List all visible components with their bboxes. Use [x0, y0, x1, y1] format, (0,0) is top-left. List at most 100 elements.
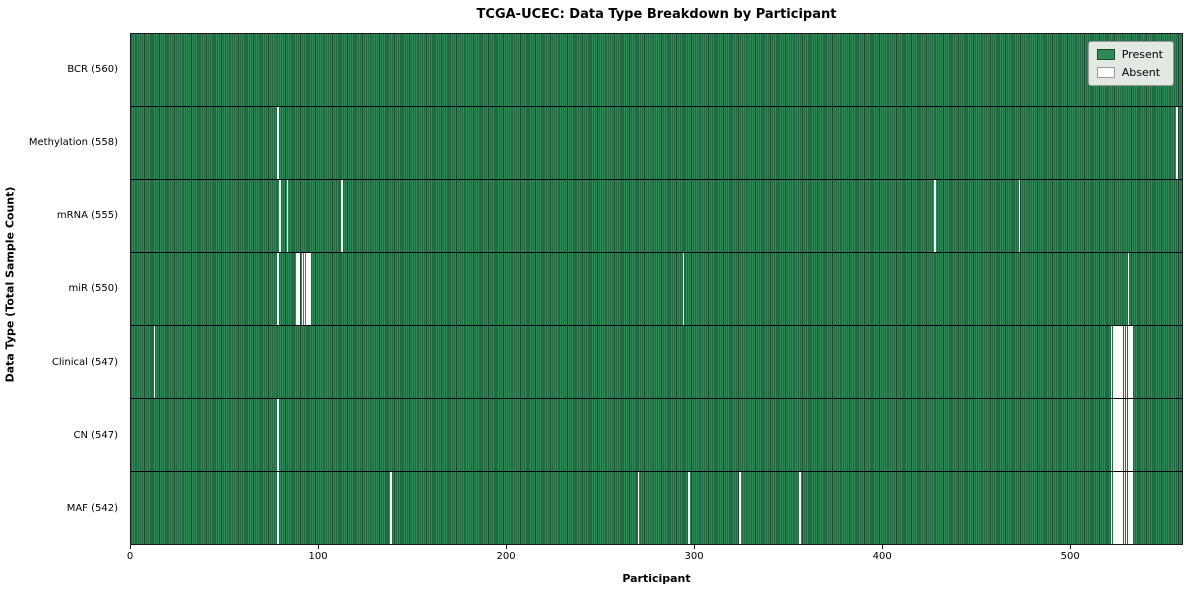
absent-mark	[1127, 399, 1130, 471]
absent-mark	[277, 107, 279, 179]
absent-mark	[305, 253, 308, 325]
absent-mark	[277, 472, 279, 544]
absent-mark	[277, 399, 279, 471]
heatmap-row	[131, 179, 1182, 252]
absent-mark	[1125, 326, 1128, 398]
chart-title: TCGA-UCEC: Data Type Breakdown by Partic…	[476, 7, 837, 22]
absent-mark	[341, 180, 343, 252]
absent-mark	[1118, 326, 1120, 398]
heatmap-row	[131, 471, 1182, 544]
x-tick-label: 0	[126, 551, 134, 562]
heatmap-row	[131, 34, 1182, 106]
absent-mark	[1120, 472, 1122, 544]
absent-mark	[1110, 399, 1113, 471]
legend-item: Absent	[1096, 66, 1163, 79]
absent-mark	[1127, 326, 1130, 398]
absent-mark	[1127, 253, 1130, 325]
absent-mark	[799, 472, 801, 544]
absent-mark	[1116, 399, 1118, 471]
absent-mark	[279, 180, 281, 252]
y-tick-label: MAF (542)	[66, 502, 118, 514]
y-tick-label: Clinical (547)	[51, 356, 118, 368]
absent-mark	[1123, 472, 1126, 544]
absent-mark	[1112, 326, 1115, 398]
absent-mark	[1120, 326, 1122, 398]
absent-mark	[307, 253, 309, 325]
absent-mark	[1125, 472, 1128, 544]
absent-mark	[1129, 399, 1131, 471]
heatmap-row	[131, 325, 1182, 398]
legend-item: Present	[1096, 48, 1163, 61]
absent-mark	[1112, 472, 1115, 544]
x-tick-mark	[1070, 545, 1072, 549]
absent-mark	[1116, 326, 1118, 398]
absent-mark	[389, 472, 392, 544]
absent-mark	[682, 253, 685, 325]
heatmap-plot-area: Present Absent	[130, 33, 1183, 545]
absent-mark	[1127, 472, 1130, 544]
heatmap-row	[131, 252, 1182, 325]
absent-mark	[1118, 399, 1120, 471]
absent-mark	[1131, 399, 1133, 471]
absent-mark	[153, 326, 156, 398]
absent-mark	[637, 472, 640, 544]
absent-mark	[286, 180, 289, 252]
y-tick-label: Methylation (558)	[28, 137, 118, 149]
absent-mark	[1121, 399, 1124, 471]
heatmap-row	[131, 398, 1182, 471]
absent-mark	[1018, 180, 1021, 252]
y-tick-label: mRNA (555)	[56, 210, 118, 222]
legend-swatch-icon	[1096, 49, 1115, 60]
absent-mark	[1121, 472, 1124, 544]
y-tick-label: miR (550)	[68, 283, 118, 295]
absent-mark	[1125, 399, 1128, 471]
x-tick-label: 500	[1060, 551, 1080, 562]
absent-mark	[1114, 326, 1116, 398]
absent-mark	[739, 472, 741, 544]
x-tick-label: 400	[872, 551, 892, 562]
x-tick-mark	[130, 545, 131, 549]
x-tick-label: 100	[308, 551, 328, 562]
absent-mark	[1131, 326, 1133, 398]
absent-mark	[303, 253, 306, 325]
heatmap-row	[131, 106, 1182, 179]
absent-mark	[1123, 326, 1126, 398]
legend: Present Absent	[1087, 41, 1174, 86]
y-tick-labels: BCR (560) Methylation (558) mRNA (555) miR …	[0, 33, 124, 545]
x-tick-mark	[882, 545, 884, 549]
absent-mark	[1110, 326, 1113, 398]
absent-mark	[1110, 472, 1113, 544]
legend-swatch-icon	[1096, 67, 1115, 78]
y-tick-label: CN (547)	[73, 429, 118, 441]
absent-mark	[309, 253, 311, 325]
x-tick-mark	[318, 545, 320, 549]
absent-mark	[1131, 472, 1133, 544]
absent-mark	[1114, 472, 1116, 544]
legend-label: Present	[1121, 48, 1163, 61]
absent-mark	[1114, 399, 1116, 471]
absent-mark	[1120, 399, 1122, 471]
absent-mark	[688, 472, 690, 544]
absent-mark	[934, 180, 936, 252]
absent-mark	[1118, 472, 1120, 544]
x-tick-area: 0 100 200 300 400 500	[126, 545, 1183, 565]
absent-mark	[1112, 399, 1115, 471]
x-tick-label: 200	[496, 551, 516, 562]
y-tick-label: BCR (560)	[67, 64, 118, 76]
absent-mark	[1123, 399, 1126, 471]
absent-mark	[301, 253, 304, 325]
absent-mark	[277, 253, 279, 325]
absent-mark	[1129, 472, 1131, 544]
x-tick-mark	[694, 545, 696, 549]
absent-mark	[1129, 326, 1131, 398]
absent-mark	[1176, 107, 1178, 179]
absent-mark	[1121, 326, 1124, 398]
x-tick-mark	[506, 545, 508, 549]
absent-mark	[1116, 472, 1118, 544]
legend-label: Absent	[1121, 66, 1161, 79]
x-axis-label: Participant	[622, 572, 691, 585]
absent-mark	[298, 253, 300, 325]
x-tick-label: 300	[684, 551, 704, 562]
absent-mark	[296, 253, 298, 325]
